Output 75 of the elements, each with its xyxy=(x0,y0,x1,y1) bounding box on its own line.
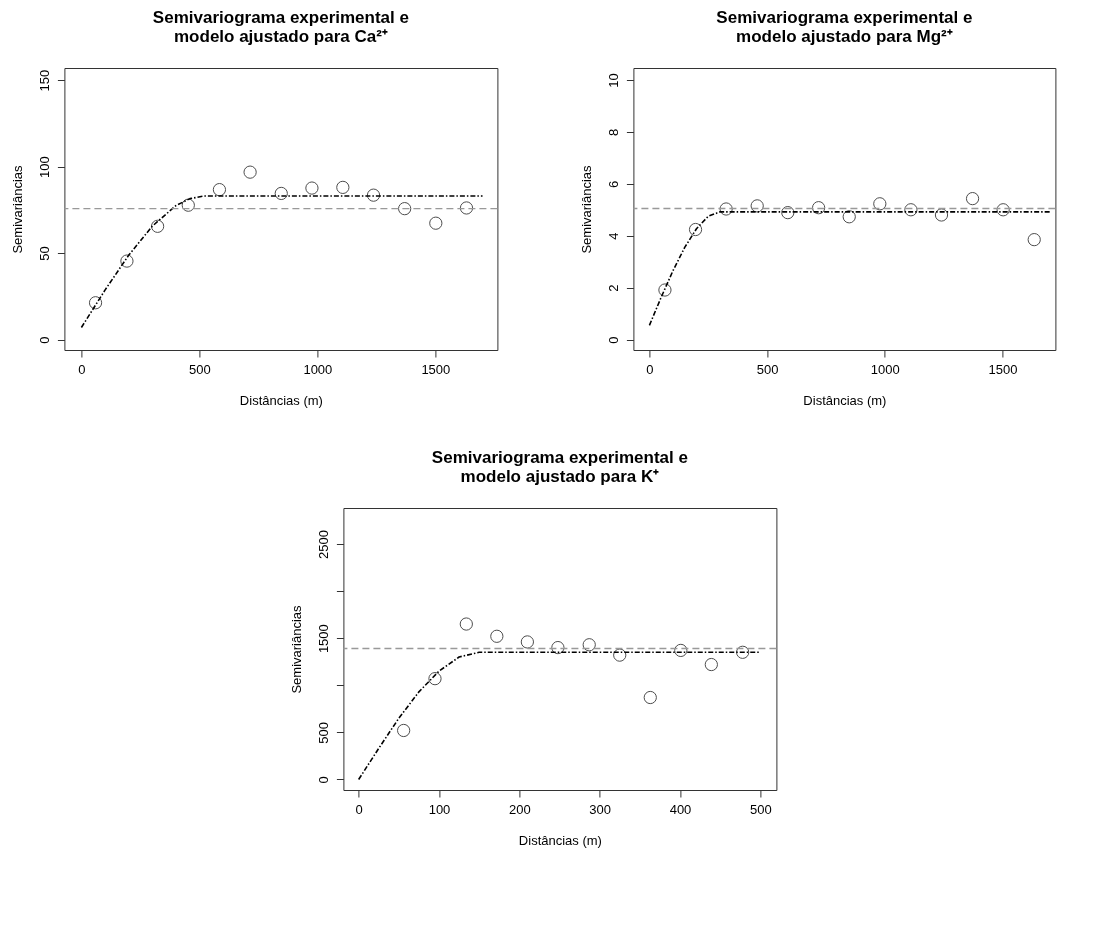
y-tick-label: 100 xyxy=(36,156,52,178)
point xyxy=(120,254,134,268)
point xyxy=(736,645,750,659)
point xyxy=(658,283,672,297)
point xyxy=(674,643,688,658)
point xyxy=(459,617,473,631)
x-axis-title: Distâncias (m) xyxy=(239,392,323,408)
x-tick-label: 1000 xyxy=(303,361,333,377)
chart-title: Semivariograma experimental e modelo ajustado para Mg²⁺ xyxy=(716,8,973,46)
point xyxy=(397,723,411,738)
y-tick-label: 150 xyxy=(36,69,52,92)
y-tick-label: 1500 xyxy=(315,624,331,654)
point xyxy=(336,180,350,194)
point xyxy=(305,181,319,195)
point xyxy=(842,210,856,224)
point xyxy=(150,219,165,233)
point xyxy=(398,202,412,216)
x-axis-title: Distâncias (m) xyxy=(518,832,602,848)
y-tick-label: 8 xyxy=(605,128,621,136)
point xyxy=(428,672,442,686)
point xyxy=(613,648,627,662)
x-tick-label: 100 xyxy=(428,801,451,817)
y-tick-label: 4 xyxy=(605,232,621,240)
point xyxy=(490,629,504,643)
point xyxy=(873,197,887,211)
point xyxy=(643,690,657,705)
point xyxy=(904,203,918,217)
point xyxy=(781,206,795,220)
y-axis-title: Semivariâncias xyxy=(578,164,594,254)
chart-title: Semivariograma experimental e modelo ajustado para Ca²⁺ xyxy=(152,8,409,46)
point xyxy=(965,192,980,206)
point xyxy=(366,188,381,202)
point xyxy=(520,635,534,649)
point xyxy=(243,165,257,179)
x-tick-label: 300 xyxy=(589,801,612,817)
point xyxy=(88,296,103,310)
x-tick-label: 1000 xyxy=(870,361,900,377)
point xyxy=(750,199,764,213)
point xyxy=(429,216,443,230)
point xyxy=(212,183,227,197)
y-axis-title: Semivariâncias xyxy=(288,604,304,694)
x-tick-label: 500 xyxy=(756,361,779,377)
y-tick-label: 6 xyxy=(605,180,621,188)
x-tick-label: 500 xyxy=(189,361,211,377)
y-tick-label: 0 xyxy=(36,336,52,344)
point xyxy=(812,201,826,215)
point xyxy=(551,640,565,655)
point xyxy=(688,222,703,237)
x-tick-label: 400 xyxy=(669,801,692,817)
point xyxy=(719,202,733,216)
x-tick-label: 0 xyxy=(646,361,654,377)
y-tick-label: 0 xyxy=(605,336,621,344)
x-tick-label: 0 xyxy=(355,801,363,817)
y-axis-title: Semivariâncias xyxy=(9,164,25,254)
point xyxy=(274,186,288,201)
y-tick-label: 500 xyxy=(315,722,331,744)
x-tick-label: 200 xyxy=(508,801,531,817)
point xyxy=(996,203,1010,217)
point xyxy=(181,198,195,212)
y-tick-label: 2 xyxy=(605,284,621,292)
point xyxy=(934,208,949,222)
point xyxy=(582,638,596,652)
x-tick-label: 1500 xyxy=(421,361,451,377)
y-tick-label: 50 xyxy=(36,246,52,261)
x-tick-label: 1500 xyxy=(988,361,1018,377)
y-tick-label: 2500 xyxy=(315,530,331,559)
point xyxy=(1027,233,1041,247)
point xyxy=(459,201,474,215)
y-tick-label: 10 xyxy=(605,73,621,88)
y-tick-label: 0 xyxy=(315,776,331,784)
x-tick-label: 0 xyxy=(78,361,86,377)
point xyxy=(704,657,718,672)
x-axis-title: Distâncias (m) xyxy=(803,392,887,408)
x-tick-label: 500 xyxy=(749,801,772,817)
chart-title: Semivariograma experimental e modelo ajustado para K⁺ xyxy=(431,448,688,486)
